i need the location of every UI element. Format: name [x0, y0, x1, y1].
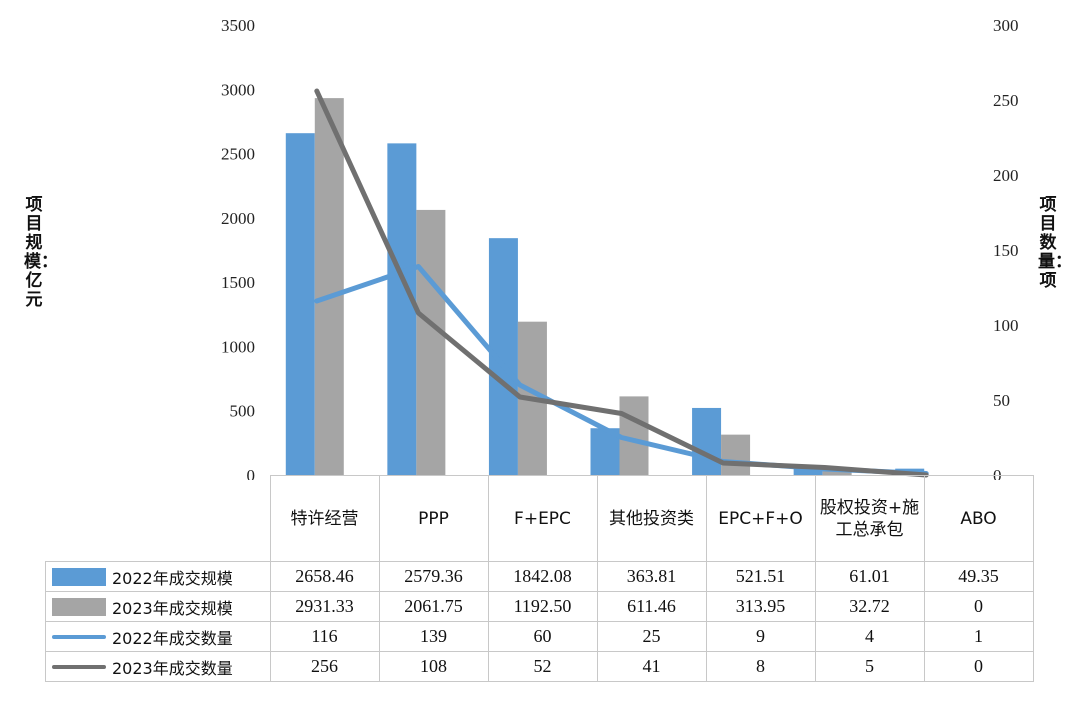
data-label: 139: [378, 621, 489, 652]
table-corner: [46, 476, 271, 562]
legend-swatch: [52, 567, 106, 586]
y2-tick-label: 300: [993, 16, 1019, 35]
category-label: PPP: [378, 475, 489, 562]
category-label: 其他投资类: [596, 475, 707, 562]
table-row: 2022年成交数量 116 139 60 25 9 4 1: [45, 621, 1034, 652]
y-tick-label: 3500: [221, 16, 255, 35]
data-label: 363.81: [596, 561, 707, 592]
data-label: 611.46: [596, 591, 707, 622]
data-label: 116: [269, 621, 380, 652]
bar-2022: [285, 133, 315, 475]
y2-tick-label: 150: [993, 241, 1019, 260]
data-label: 41: [596, 651, 707, 682]
data-label: 256: [269, 651, 380, 682]
data-label: 108: [378, 651, 489, 682]
data-label: 521.51: [705, 561, 816, 592]
data-label: 49.35: [923, 561, 1034, 592]
y2-tick-label: 100: [993, 316, 1019, 335]
legend-label: 2023年成交数量: [112, 658, 233, 678]
legend-label: 2022年成交规模: [112, 568, 233, 588]
bar-2023: [314, 98, 344, 475]
category-label: ABO: [923, 475, 1034, 562]
data-label: 0: [923, 651, 1034, 682]
legend-swatch: [52, 664, 106, 669]
legend-entry: 2023年成交数量: [45, 651, 271, 682]
legend-entry: 2022年成交规模: [45, 561, 271, 592]
data-label: 2658.46: [269, 561, 380, 592]
y2-tick-label: 50: [993, 391, 1010, 410]
y2-tick-label: 250: [993, 91, 1019, 110]
y-tick-label: 1500: [221, 273, 255, 292]
y2-tick-label: 200: [993, 166, 1019, 185]
data-label: 61.01: [814, 561, 925, 592]
category-label: 股权投资+施工总承包: [814, 475, 925, 562]
bar-2022: [387, 143, 417, 476]
y-tick-label: 3000: [221, 80, 255, 99]
data-label: 313.95: [705, 591, 816, 622]
data-label: 1192.50: [487, 591, 598, 622]
bar-2022: [692, 407, 722, 475]
legend-label: 2023年成交规模: [112, 598, 233, 618]
legend-swatch: [52, 634, 106, 639]
chart-plot: 0 500 1000 1500 2000 2500 3000 3500 0 50 100 150 200…: [221, 16, 1019, 480]
y-tick-label: 2500: [221, 145, 255, 164]
data-label: 8: [705, 651, 816, 682]
line-2023: [314, 88, 929, 478]
category-label: EPC+F+O: [705, 475, 816, 562]
data-label: 9: [705, 621, 816, 652]
legend-entry: 2022年成交数量: [45, 621, 271, 652]
data-label: 2931.33: [269, 591, 380, 622]
bar-2023: [822, 470, 852, 475]
data-label: 60: [487, 621, 598, 652]
data-label: 1842.08: [487, 561, 598, 592]
table-row: 2023年成交数量 256 108 52 41 8 5 0: [45, 651, 1034, 682]
data-table: 特许经营 PPP F+EPC 其他投资类 EPC+F+O 股权投资+施工总承包 ABO 20…: [45, 475, 1034, 682]
y2-axis-title: 项目数量：项: [1038, 195, 1072, 291]
bar-2023: [416, 209, 446, 476]
data-label: 25: [596, 621, 707, 652]
data-label: 5: [814, 651, 925, 682]
y-tick-label: 500: [230, 402, 256, 421]
data-label: 52: [487, 651, 598, 682]
y-tick-label: 0: [247, 466, 256, 480]
category-label: 特许经营: [269, 475, 380, 562]
y-tick-label: 2000: [221, 209, 255, 228]
data-label: 2061.75: [378, 591, 489, 622]
data-label: 1: [923, 621, 1034, 652]
bar-2023: [721, 434, 751, 475]
y-axis-title: 项目规模：亿元: [24, 195, 58, 310]
data-label: 2579.36: [378, 561, 489, 592]
data-label: 0: [923, 591, 1034, 622]
category-header-row: 特许经营 PPP F+EPC 其他投资类 EPC+F+O 股权投资+施工总承包 ABO: [46, 475, 1034, 562]
y2-tick-label: 0: [993, 466, 1002, 480]
data-label: 4: [814, 621, 925, 652]
legend-entry: 2023年成交规模: [45, 591, 271, 622]
table-row: 2022年成交规模 2658.46 2579.36 1842.08 363.81 521.…: [45, 561, 1034, 592]
category-label: F+EPC: [487, 475, 598, 562]
table-row: 2023年成交规模 2931.33 2061.75 1192.50 611.46 313.…: [45, 591, 1034, 622]
legend-label: 2022年成交数量: [112, 628, 233, 648]
y-tick-label: 1000: [221, 337, 255, 356]
legend-swatch: [52, 597, 106, 616]
data-label: 32.72: [814, 591, 925, 622]
bar-2022: [793, 467, 823, 475]
